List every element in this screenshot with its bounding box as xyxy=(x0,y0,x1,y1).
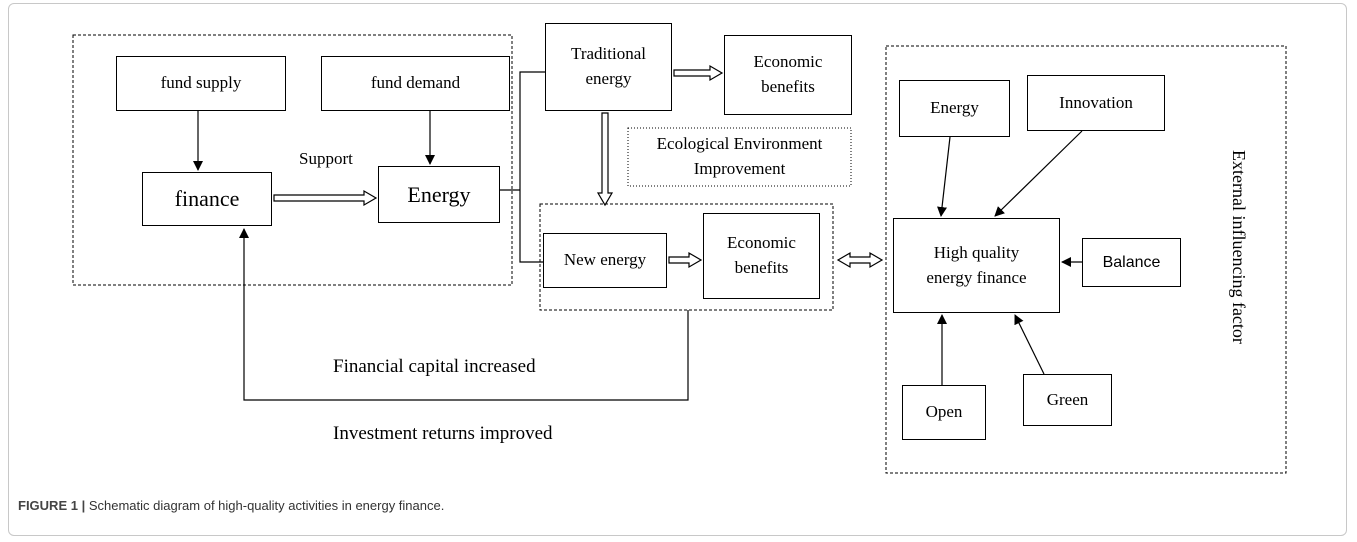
edge-label: Support xyxy=(299,149,353,168)
hollow-arrow xyxy=(273,189,378,207)
connector xyxy=(519,71,545,263)
containers xyxy=(72,34,1287,474)
node: Ecological Environment Improvement xyxy=(656,134,823,178)
node: fund supply xyxy=(116,56,286,111)
node: Economic benefits xyxy=(703,213,820,299)
hollow-arrow xyxy=(673,64,724,82)
node: finance xyxy=(142,172,272,226)
node: Innovation xyxy=(1027,75,1165,131)
hollow-arrow xyxy=(836,251,884,269)
feedback-line xyxy=(239,228,689,401)
connectors xyxy=(193,71,1083,401)
node: High quality energy finance xyxy=(893,218,1060,313)
node: Open xyxy=(902,385,986,440)
node: Economic benefits xyxy=(724,35,852,115)
caption-prefix: FIGURE 1 | xyxy=(18,498,86,513)
figure-frame xyxy=(8,3,1347,536)
left-group xyxy=(72,34,513,286)
right-group xyxy=(885,45,1287,474)
arrow xyxy=(937,136,951,217)
middle-group xyxy=(539,203,834,311)
node: Energy xyxy=(899,80,1010,137)
hollow-arrow xyxy=(596,112,614,207)
node: Balance xyxy=(1082,238,1181,287)
caption: FIGURE 1 | Schematic diagram of high-qua… xyxy=(18,498,444,513)
arrow xyxy=(994,130,1083,217)
caption-text: Schematic diagram of high-quality activi… xyxy=(88,498,445,513)
node: Energy xyxy=(378,166,500,223)
node: Green xyxy=(1023,374,1112,426)
edge-label: Investment returns improved xyxy=(333,423,553,444)
arrow xyxy=(1014,314,1045,375)
node: fund demand xyxy=(321,56,510,111)
edge-label: Financial capital increased xyxy=(333,356,536,377)
node: New energy xyxy=(543,233,667,288)
ecology-box xyxy=(627,127,852,187)
node: Traditional energy xyxy=(545,23,672,111)
hollow-arrow xyxy=(668,251,703,269)
side-label: External influencing factor xyxy=(1229,150,1249,344)
hollow-arrows xyxy=(273,64,884,269)
